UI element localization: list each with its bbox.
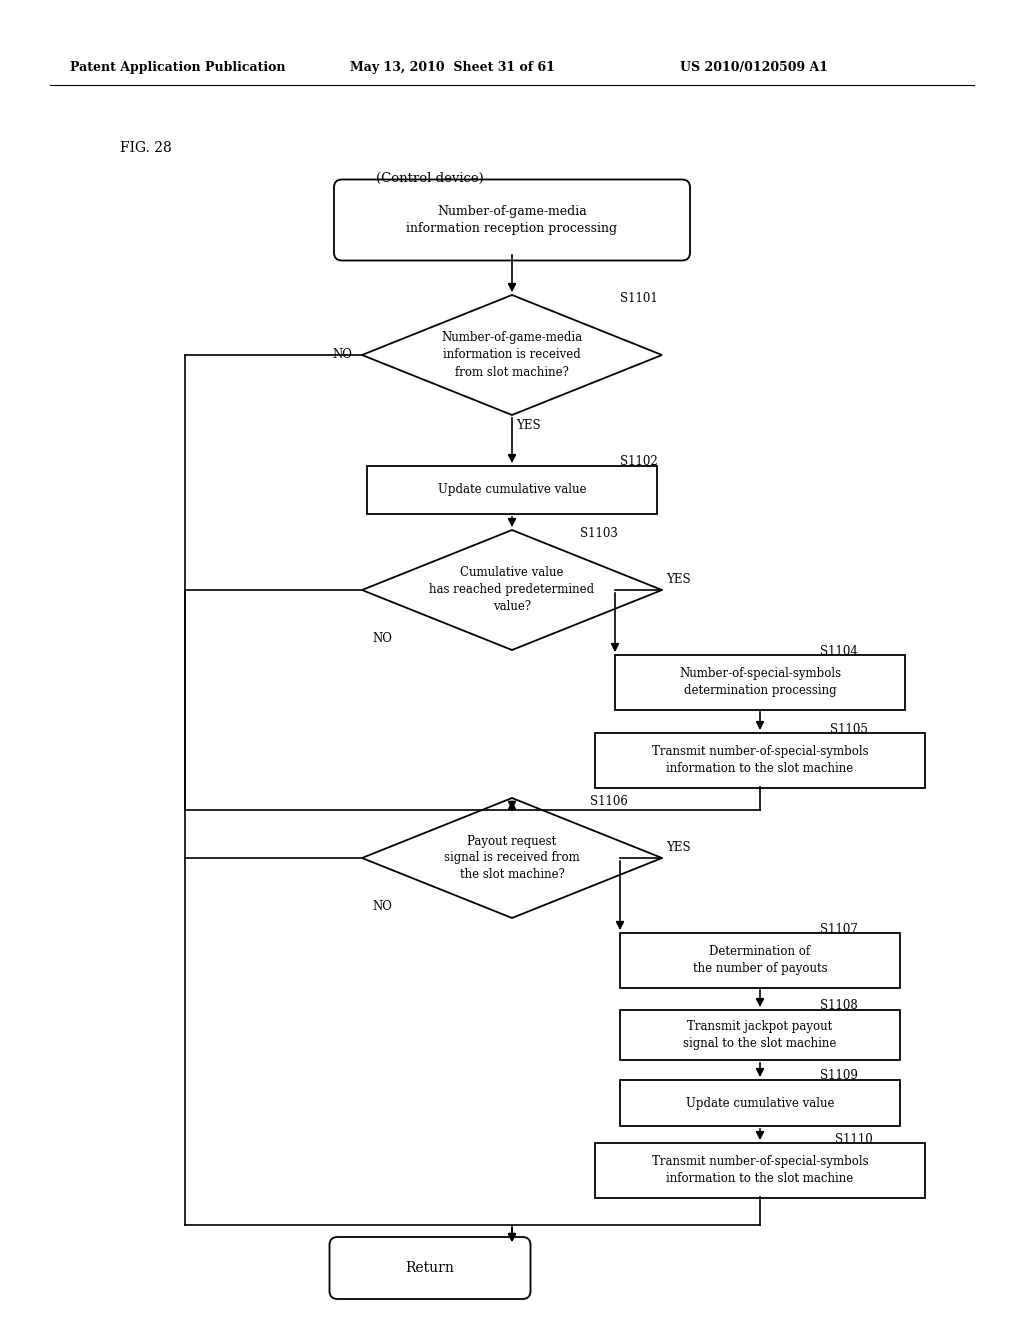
Text: Number-of-game-media
information reception processing: Number-of-game-media information recepti…	[407, 205, 617, 235]
Text: Payout request
signal is received from
the slot machine?: Payout request signal is received from t…	[444, 834, 580, 882]
Bar	[620, 932, 900, 987]
Bar	[620, 1080, 900, 1126]
Text: NO: NO	[372, 632, 392, 645]
Text: Number-of-game-media
information is received
from slot machine?: Number-of-game-media information is rece…	[441, 331, 583, 379]
Bar	[595, 1143, 925, 1197]
Polygon shape	[362, 294, 662, 414]
Text: Update cumulative value: Update cumulative value	[686, 1097, 835, 1110]
Text: YES: YES	[666, 573, 690, 586]
Text: S1110: S1110	[835, 1133, 872, 1146]
Text: S1101: S1101	[620, 292, 657, 305]
Text: S1108: S1108	[820, 999, 858, 1012]
Text: (Control device): (Control device)	[376, 172, 484, 185]
Text: YES: YES	[516, 418, 541, 432]
Text: S1103: S1103	[580, 527, 617, 540]
Text: S1105: S1105	[830, 723, 868, 737]
Text: NO: NO	[332, 348, 352, 362]
Text: Transmit number-of-special-symbols
information to the slot machine: Transmit number-of-special-symbols infor…	[651, 744, 868, 775]
Text: S1109: S1109	[820, 1069, 858, 1082]
Text: YES: YES	[666, 841, 690, 854]
Text: Update cumulative value: Update cumulative value	[437, 483, 587, 496]
FancyBboxPatch shape	[330, 1237, 530, 1299]
Bar	[595, 733, 925, 788]
Text: Cumulative value
has reached predetermined
value?: Cumulative value has reached predetermin…	[429, 566, 595, 614]
Bar	[620, 1010, 900, 1060]
Text: May 13, 2010  Sheet 31 of 61: May 13, 2010 Sheet 31 of 61	[350, 62, 555, 74]
Bar	[367, 466, 657, 513]
Polygon shape	[362, 531, 662, 649]
Text: Number-of-special-symbols
determination processing: Number-of-special-symbols determination …	[679, 667, 841, 697]
Bar	[615, 655, 905, 710]
Text: S1104: S1104	[820, 645, 858, 657]
Text: Determination of
the number of payouts: Determination of the number of payouts	[692, 945, 827, 975]
Text: S1106: S1106	[590, 795, 628, 808]
Text: Transmit number-of-special-symbols
information to the slot machine: Transmit number-of-special-symbols infor…	[651, 1155, 868, 1185]
Text: Transmit jackpot payout
signal to the slot machine: Transmit jackpot payout signal to the sl…	[683, 1020, 837, 1049]
Text: FIG. 28: FIG. 28	[120, 141, 172, 154]
Polygon shape	[362, 799, 662, 917]
Text: S1107: S1107	[820, 923, 858, 936]
Text: Return: Return	[406, 1261, 455, 1275]
Text: Patent Application Publication: Patent Application Publication	[70, 62, 286, 74]
Text: US 2010/0120509 A1: US 2010/0120509 A1	[680, 62, 828, 74]
Text: NO: NO	[372, 900, 392, 913]
FancyBboxPatch shape	[334, 180, 690, 260]
Text: S1102: S1102	[620, 455, 657, 469]
